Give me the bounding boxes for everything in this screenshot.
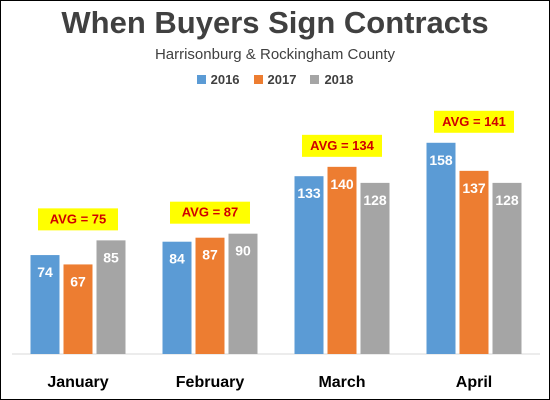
bar-label-2016-april: 158 (429, 152, 453, 168)
category-label-february: February (176, 374, 245, 391)
bar-2016-january (30, 255, 60, 354)
avg-label-february: AVG = 87 (182, 205, 238, 220)
bar-label-2018-april: 128 (495, 192, 519, 208)
bar-label-2016-march: 133 (297, 185, 321, 201)
avg-box-february (170, 201, 250, 224)
chart-title: When Buyers Sign Contracts (61, 5, 489, 40)
legend-swatch-2018 (310, 75, 320, 84)
avg-label-april: AVG = 141 (442, 114, 506, 129)
bar-2018-january (96, 240, 126, 354)
category-label-january: January (47, 374, 108, 391)
bar-label-2016-january: 74 (37, 264, 53, 280)
legend-label-2017: 2017 (267, 72, 297, 87)
bar-2018-april (492, 182, 522, 354)
legend-label-2016: 2016 (210, 72, 240, 87)
bar-label-2018-january: 85 (103, 249, 119, 265)
legend-item-2017: 2017 (253, 72, 297, 87)
avg-box-january (38, 208, 118, 231)
bar-label-2017-april: 137 (462, 180, 486, 196)
legend-swatch-2016 (196, 75, 206, 84)
legend-label-2018: 2018 (324, 72, 354, 87)
bar-2016-february (162, 241, 192, 354)
chart-subtitle: Harrisonburg & Rockingham County (154, 46, 396, 63)
bar-2016-april (426, 142, 456, 354)
bar-2017-january (63, 264, 93, 354)
bar-2017-april (459, 170, 489, 354)
category-label-april: April (456, 374, 492, 391)
avg-label-march: AVG = 134 (310, 138, 374, 153)
bar-label-2016-february: 84 (169, 251, 185, 267)
legend-swatch-2017 (253, 75, 263, 84)
bar-2017-march (327, 166, 357, 354)
bar-2017-february (195, 237, 225, 354)
bar-label-2017-march: 140 (330, 176, 354, 192)
bar-label-2017-february: 87 (202, 247, 218, 263)
avg-box-april (434, 110, 514, 133)
bar-label-2018-february: 90 (235, 243, 251, 259)
bar-2018-february (228, 233, 258, 354)
bar-label-2018-march: 128 (363, 192, 387, 208)
avg-label-january: AVG = 75 (50, 211, 106, 226)
bar-label-2017-january: 67 (70, 273, 86, 289)
avg-box-march (302, 134, 382, 157)
category-label-march: March (318, 374, 365, 391)
legend-item-2018: 2018 (310, 72, 353, 87)
bar-2018-march (360, 182, 390, 354)
legend: 2016 2017 2018 (0, 72, 550, 87)
legend-item-2016: 2016 (196, 72, 240, 87)
bar-2016-march (294, 176, 324, 354)
